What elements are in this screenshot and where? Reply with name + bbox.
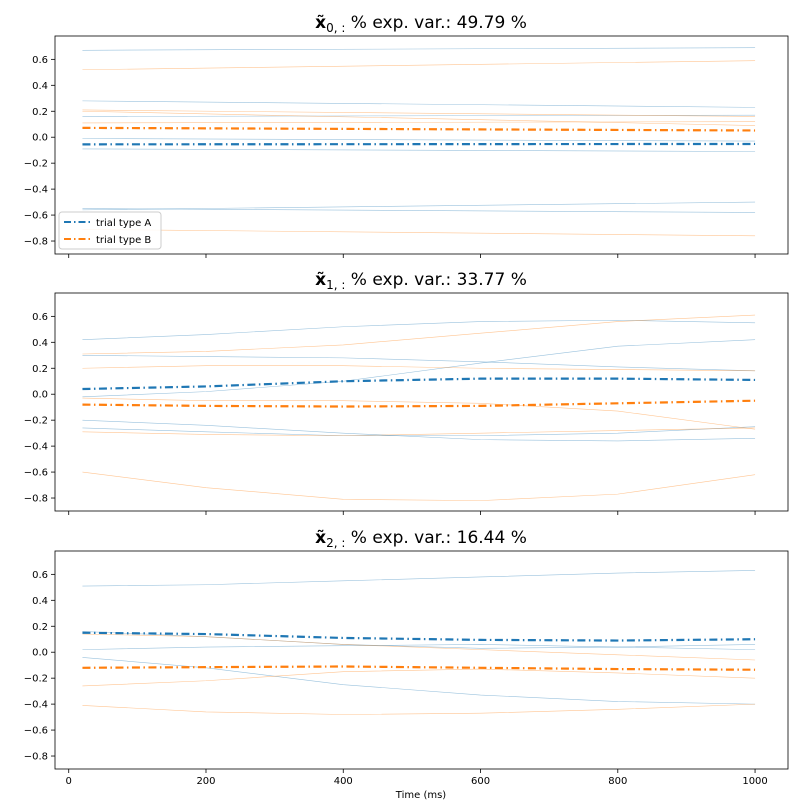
legend-label-trial-type-b: trial type B [96,235,151,246]
subplot-0: x̃0, : % exp. var.: 49.79 % 0.6 0.4 0.2 0.0… [24,13,789,258]
title-0-rest: % exp. var.: 49.79 % [345,13,526,33]
subplot-1-mean-line-a [82,377,756,391]
subplot-0-trial-line-10 [82,121,756,124]
title-0-symbol: x̃ [315,13,326,33]
subplot-2-trial-line-5 [82,668,756,687]
subplot-1-trial-line-4 [82,426,756,437]
subplot-2-xtick-label-0: 0 [66,776,72,787]
subplot-1-trial-line-3 [82,419,756,442]
legend: trial type A trial type B [58,211,162,250]
subplot-1-trial-line-7 [82,397,756,430]
subplot-1-trial-line-2 [82,339,756,398]
subplot-2-trial-line-0 [82,570,756,587]
subplot-1: x̃1, : % exp. var.: 33.77 % 0.6 0.4 0.2 0.0… [24,270,789,515]
subplot-1-ytick-label-0: 0.6 [32,312,48,323]
subplot-1-trial-line-8 [82,427,756,437]
subplot-1-trial-line-1 [82,354,756,372]
subplot-1-plot-area: 0.6 0.4 0.2 0.0 −0.2 −0.4 −0.6 −0.8 [24,292,789,515]
subplot-2-trial-line-4 [82,633,756,661]
subplot-2-trial-line-6 [82,703,756,715]
subplot-2-title: x̃2, : % exp. var.: 16.44 % [315,528,527,550]
subplot-2-ytick-label-6: −0.6 [24,726,48,737]
title-1-symbol: x̃ [315,270,326,290]
subplot-0-trial-line-11 [82,229,756,237]
subplot-1-mean-line-b [82,399,756,408]
subplot-0-trial-line-1 [82,100,756,108]
subplot-2-trial-line-2 [82,644,756,650]
subplot-0-trial-line-2 [82,114,756,117]
subplot-1-ytick-label-7: −0.8 [24,494,48,505]
subplot-1-ytick-label-6: −0.6 [24,468,48,479]
subplot-0-axes-frame [54,35,789,255]
subplot-2-xtick-label-4: 800 [608,776,627,787]
subplot-1-axes-frame [54,292,789,512]
subplot-2: x̃2, : % exp. var.: 16.44 % 0.6 0.4 0.2 0.0… [24,528,789,800]
subplot-2-trial-line-3 [82,657,756,705]
subplot-1-ytick-label-2: 0.2 [32,364,48,375]
subplot-0-ytick-label-3: 0.0 [32,133,48,144]
title-2-subscript: 2, : [326,536,345,550]
subplot-2-mean-line-b [82,665,756,671]
subplot-2-ytick-label-2: 0.2 [32,622,48,633]
title-2-rest: % exp. var.: 16.44 % [345,528,526,548]
subplot-0-ytick-label-2: 0.2 [32,107,48,118]
subplot-0-mean-line-b [82,126,756,132]
subplot-2-xtick-label-1: 200 [196,776,215,787]
subplot-1-ytick-label-3: 0.0 [32,390,48,401]
subplot-1-ytick-label-5: −0.4 [24,442,48,453]
title-2-symbol: x̃ [315,528,326,548]
subplot-0-trial-line-7 [82,60,756,71]
subplot-1-ytick-label-1: 0.4 [32,338,48,349]
title-1-rest: % exp. var.: 33.77 % [345,270,526,290]
subplot-1-trial-line-5 [82,314,756,355]
subplot-2-ytick-label-5: −0.4 [24,700,48,711]
subplot-0-trial-line-0 [82,47,756,51]
subplot-1-ytick-label-4: −0.2 [24,416,48,427]
subplot-2-plot-area: 0.6 0.4 0.2 0.0 −0.2 −0.4 −0.6 −0.8 0 200 400 600 80… [24,550,789,787]
subplot-2-axes-frame [54,550,789,770]
subplot-0-trial-line-4 [82,148,756,152]
subplot-0-trial-line-9 [82,110,756,126]
x-axis-label: Time (ms) [395,790,447,800]
subplot-0-ytick-label-7: −0.8 [24,237,48,248]
title-0-subscript: 0, : [326,21,345,35]
subplot-2-ytick-label-7: −0.8 [24,752,48,763]
subplot-0-plot-area: 0.6 0.4 0.2 0.0 −0.2 −0.4 −0.6 −0.8 [24,35,789,258]
subplot-0-title: x̃0, : % exp. var.: 49.79 % [315,13,527,35]
subplot-0-ytick-label-5: −0.4 [24,185,48,196]
title-1-subscript: 1, : [326,278,345,292]
subplot-2-mean-line-a [82,631,756,642]
subplot-2-ytick-label-3: 0.0 [32,648,48,659]
subplot-0-ytick-label-4: −0.2 [24,159,48,170]
subplot-0-ytick-label-1: 0.4 [32,81,48,92]
subplot-2-xtick-label-3: 600 [471,776,490,787]
subplot-1-trial-line-0 [82,319,756,341]
subplot-0-trial-line-8 [82,109,756,117]
subplot-2-xtick-label-2: 400 [334,776,353,787]
subplot-0-trial-line-5 [82,208,756,213]
subplot-2-trial-line-1 [82,631,756,649]
legend-label-trial-type-a: trial type A [96,218,151,229]
subplot-2-ytick-label-0: 0.6 [32,570,48,581]
subplot-0-ytick-label-0: 0.6 [32,55,48,66]
subplot-2-ytick-label-1: 0.4 [32,596,48,607]
subplot-0-ytick-label-6: −0.6 [24,211,48,222]
subplot-1-trial-line-9 [82,471,756,501]
subplot-2-ytick-label-4: −0.2 [24,674,48,685]
subplot-2-xtick-label-5: 1000 [742,776,767,787]
subplot-1-title: x̃1, : % exp. var.: 33.77 % [315,270,527,292]
subplot-1-trial-line-6 [82,365,756,372]
subplot-0-trial-line-6 [82,201,756,211]
subplot-0-trial-line-3 [82,138,756,142]
